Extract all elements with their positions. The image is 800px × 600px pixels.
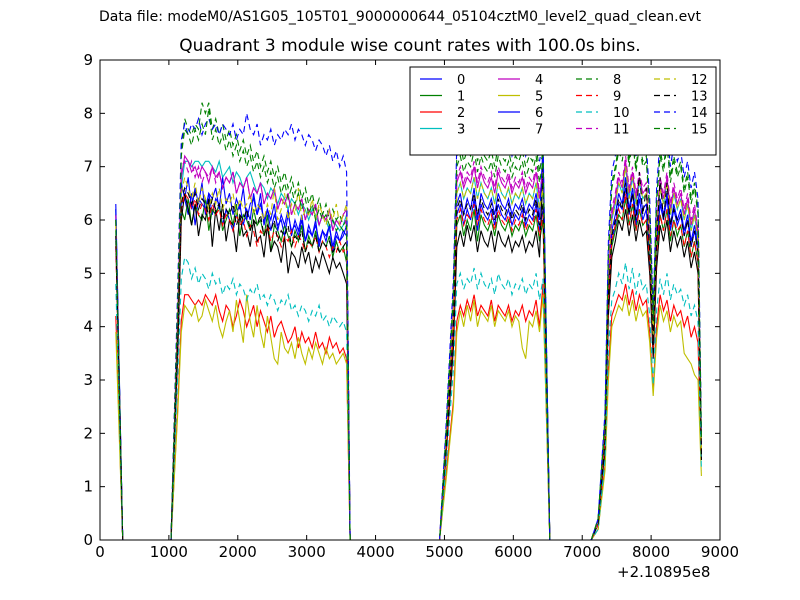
- x-tick-label: 7000: [563, 543, 601, 561]
- legend-label-2: 2: [457, 106, 465, 121]
- series-line-9: [115, 191, 702, 541]
- x-tick-label: 0: [95, 543, 105, 561]
- legend-label-15: 15: [691, 123, 708, 138]
- x-axis-offset-label: +2.10895e8: [617, 563, 711, 581]
- y-tick-label: 7: [83, 158, 93, 176]
- y-tick-label: 9: [83, 51, 93, 69]
- legend-label-5: 5: [535, 90, 543, 105]
- y-tick-label: 3: [83, 371, 93, 389]
- y-tick-label: 8: [83, 104, 93, 122]
- legend-label-14: 14: [691, 106, 708, 121]
- y-tick-label: 5: [83, 264, 93, 282]
- x-tick-label: 6000: [494, 543, 532, 561]
- legend-label-3: 3: [457, 123, 465, 138]
- legend-label-11: 11: [613, 123, 630, 138]
- legend-label-6: 6: [535, 106, 543, 121]
- legend-label-7: 7: [535, 123, 543, 138]
- y-tick-label: 4: [83, 318, 93, 336]
- plot-frame: [99, 59, 721, 541]
- x-tick-label: 9000: [701, 543, 739, 561]
- y-tick-label: 1: [83, 478, 93, 496]
- x-tick-label: 2000: [219, 543, 257, 561]
- data-file-title: Data file: modeM0/AS1G05_105T01_90000006…: [99, 9, 701, 25]
- legend-label-9: 9: [613, 90, 621, 105]
- chart-title: Quadrant 3 module wise count rates with …: [179, 36, 641, 56]
- legend-label-1: 1: [457, 90, 465, 105]
- axis-layer: 0 1000 2000 3000 4000 5000 6000 7000 8000 9000012…: [83, 51, 739, 561]
- x-tick-label: 8000: [632, 543, 670, 561]
- legend-label-0: 0: [457, 73, 465, 88]
- x-tick-label: 4000: [356, 543, 394, 561]
- y-tick-label: 2: [83, 424, 93, 442]
- legend-label-13: 13: [691, 90, 708, 105]
- legend-box: [409, 66, 717, 156]
- legend-label-10: 10: [613, 106, 630, 121]
- y-tick-label: 6: [83, 211, 93, 229]
- legend-label-12: 12: [691, 73, 708, 88]
- legend-label-8: 8: [613, 73, 621, 88]
- x-tick-label: 1000: [150, 543, 188, 561]
- y-tick-label: 0: [83, 531, 93, 549]
- x-tick-label: 3000: [288, 543, 326, 561]
- legend-label-4: 4: [535, 73, 543, 88]
- series-line-12: [115, 166, 702, 541]
- x-tick-label: 5000: [425, 543, 463, 561]
